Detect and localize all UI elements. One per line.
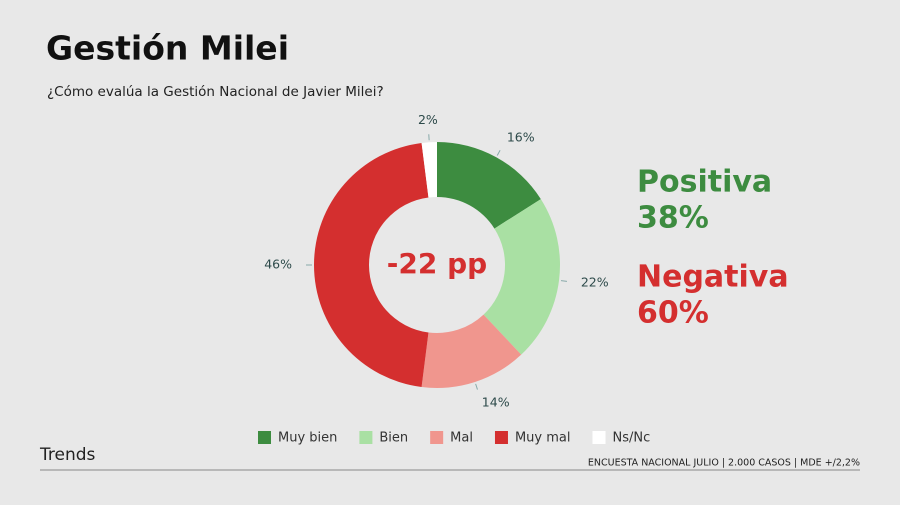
legend-label: Muy mal	[515, 431, 571, 446]
legend-label: Bien	[379, 431, 408, 446]
data-label: 16%	[507, 129, 535, 144]
legend-swatch	[494, 431, 508, 444]
center-label: -22 pp	[387, 247, 487, 280]
annotation-value: 60%	[637, 296, 709, 331]
donut-segment	[421, 314, 522, 389]
data-label: 2%	[418, 112, 438, 127]
source: ENCUESTA NACIONAL JULIO | 2.000 CASOS | …	[588, 458, 860, 469]
label-leader	[496, 149, 501, 156]
legend-label: Muy bien	[278, 431, 337, 446]
chart-subtitle: ¿Cómo evalúa la Gestión Nacional de Javi…	[47, 84, 384, 100]
data-label: 14%	[482, 394, 510, 409]
legend-label: Mal	[450, 431, 473, 446]
donut-segment	[421, 142, 437, 198]
legend-label: Ns/Nc	[613, 431, 651, 446]
legend-swatch	[430, 431, 444, 444]
data-label: 46%	[264, 257, 292, 272]
annotation-text: Positiva	[637, 165, 772, 200]
chart-title: Gestión Milei	[46, 29, 289, 68]
legend-swatch	[359, 431, 373, 444]
legend-swatch	[592, 431, 606, 444]
donut-segment	[437, 142, 541, 229]
donut-segment	[483, 199, 560, 355]
label-leader	[475, 383, 478, 390]
label-leader	[560, 280, 568, 282]
annotation-value: 38%	[637, 201, 709, 236]
brand: Trends	[39, 445, 96, 465]
legend-swatch	[258, 431, 271, 444]
annotation-text: Negativa	[637, 260, 789, 295]
data-label: 22%	[581, 275, 609, 290]
donut-segment	[314, 142, 429, 388]
